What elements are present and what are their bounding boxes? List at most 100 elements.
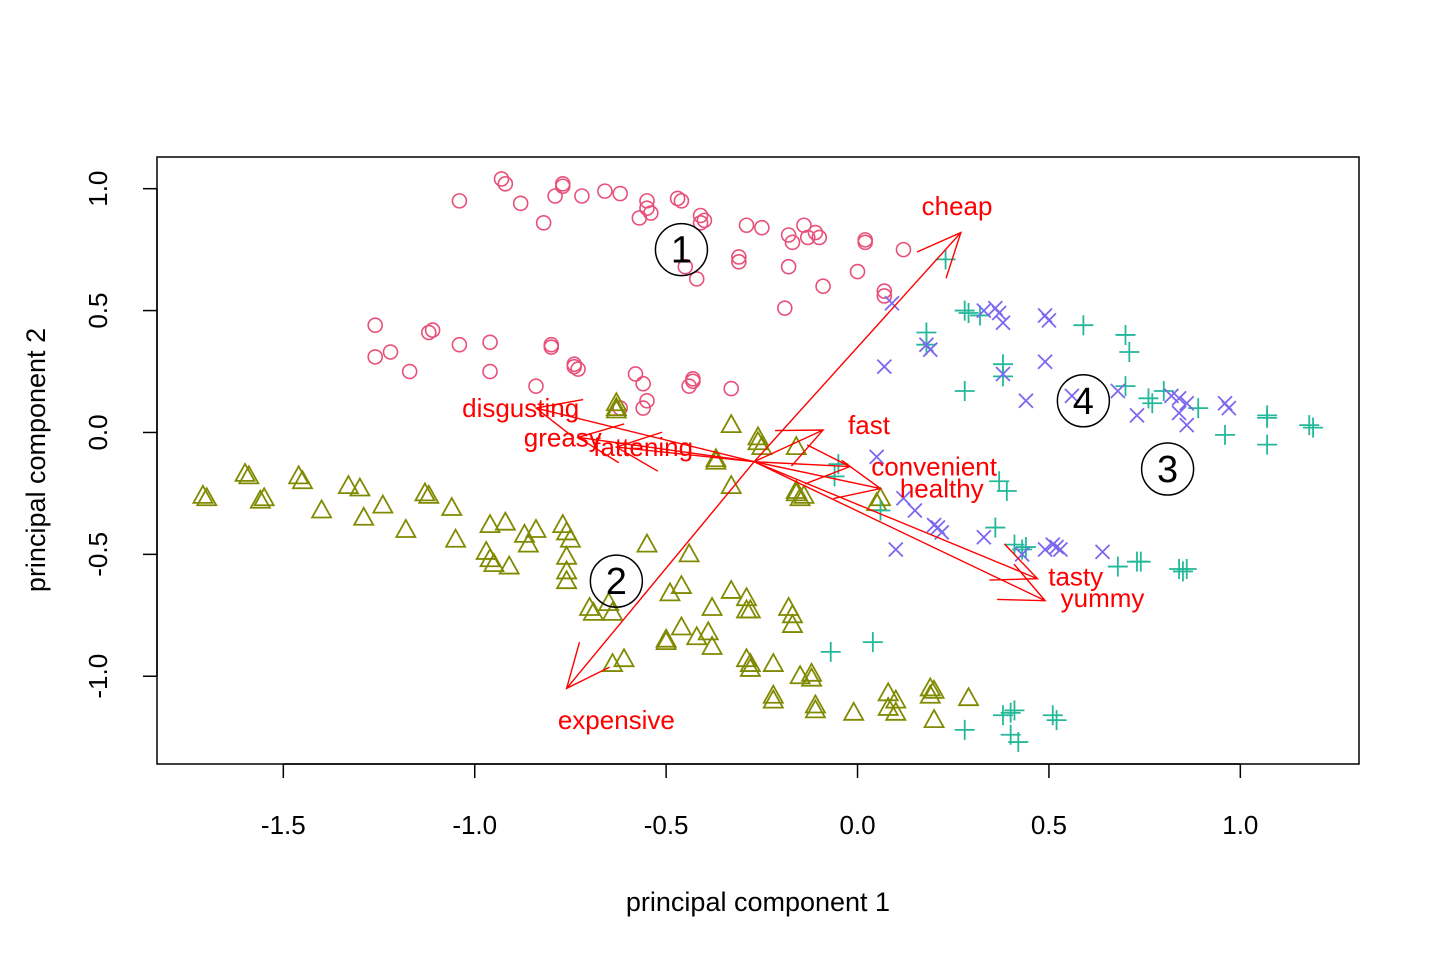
cross-point	[1037, 354, 1053, 370]
loading-arrow	[614, 431, 755, 472]
triangle-point	[884, 700, 907, 721]
loading-arrow	[753, 429, 825, 467]
plus-point	[954, 300, 975, 321]
cross-point	[1064, 388, 1080, 404]
plus-point	[1130, 551, 1151, 572]
circle-point	[895, 241, 912, 258]
arrow-label: expensive	[558, 705, 675, 735]
circle-point	[367, 349, 383, 365]
cross-point	[1179, 417, 1195, 433]
triangle-point	[804, 698, 827, 719]
triangle-point	[658, 581, 681, 602]
plus-point	[1138, 388, 1159, 409]
y-tick-label: 0.0	[83, 414, 113, 450]
triangle-point	[601, 601, 624, 621]
triangle-point	[762, 683, 785, 704]
cross-point	[976, 529, 992, 545]
circle-point	[493, 171, 510, 187]
y-tick-label: -1.0	[83, 654, 113, 699]
cluster-ring	[1056, 374, 1111, 428]
cross-point	[1018, 393, 1034, 409]
triangle-point	[498, 554, 521, 575]
circle-point	[612, 185, 628, 202]
x-tick-label: -1.5	[261, 810, 306, 840]
loading-arrow	[565, 461, 755, 690]
triangle-point	[237, 464, 260, 485]
circle-point	[780, 258, 797, 275]
triangle-point	[612, 647, 636, 668]
triangle-point	[781, 613, 804, 633]
plus-point	[1000, 702, 1021, 723]
triangle-point	[739, 598, 762, 619]
triangle-point	[746, 430, 770, 451]
cross-point	[1048, 539, 1065, 555]
triangle-point	[287, 464, 310, 485]
triangle-point	[670, 615, 693, 636]
circle-point	[451, 336, 468, 353]
loading-arrow	[753, 461, 1040, 581]
circle-point	[811, 229, 828, 246]
circle-point	[566, 358, 583, 375]
x-tick-label: -0.5	[644, 810, 689, 840]
cross-point	[884, 295, 900, 311]
plus-point	[862, 632, 883, 653]
plus-point	[1172, 561, 1193, 582]
plus-point	[954, 719, 975, 740]
cluster-label: 3	[1157, 449, 1178, 491]
cross-point	[922, 341, 938, 358]
cross-point	[995, 315, 1011, 331]
triangle-point	[655, 630, 678, 651]
circle-point	[597, 183, 613, 199]
triangle-point	[253, 486, 276, 507]
triangle-point	[555, 569, 578, 590]
cluster-ring	[1140, 442, 1195, 496]
cross-point	[1094, 544, 1111, 560]
circle-point	[849, 263, 866, 280]
triangle-point	[704, 449, 727, 470]
plus-point	[1046, 710, 1067, 731]
circle-point	[776, 300, 793, 316]
cross-point	[1052, 541, 1069, 558]
circle-point	[780, 227, 797, 243]
circle-point	[367, 317, 383, 334]
circle-point	[688, 271, 705, 287]
circle-point	[639, 200, 655, 216]
circle-point	[570, 361, 586, 377]
points-layer	[191, 171, 1324, 753]
circle-point	[635, 400, 651, 416]
y-tick-label: 0.5	[83, 293, 113, 329]
triangle-point	[800, 661, 823, 682]
triangle-point	[517, 532, 540, 553]
circle-point	[512, 195, 529, 212]
plus-point	[985, 517, 1006, 538]
circle-point	[382, 344, 399, 360]
triangle-point	[957, 686, 980, 707]
plus-point	[1257, 434, 1278, 455]
plus-point	[1153, 381, 1174, 402]
plus-point	[1215, 424, 1236, 445]
circle-point	[482, 363, 498, 380]
circle-point	[784, 234, 801, 251]
cross-point	[1110, 383, 1126, 399]
cluster-ring	[589, 554, 644, 608]
cluster-label: 4	[1073, 381, 1094, 423]
triangle-point	[234, 462, 257, 482]
circle-point	[815, 278, 831, 295]
circle-point	[543, 339, 560, 355]
plus-point	[824, 466, 845, 487]
cross-point	[995, 366, 1011, 382]
circle-point	[401, 363, 418, 380]
arrow-label: cheap	[922, 191, 993, 221]
triangle-point	[785, 435, 808, 455]
plus-point	[954, 381, 975, 402]
plus-point	[996, 480, 1017, 501]
axes-layer: -1.5 -1.0 -0.5 0.0 0.5 1.0 -1.0 -0.5 0.0 0.5 1.0	[83, 171, 1258, 840]
plus-point	[1107, 556, 1128, 577]
circle-point	[631, 210, 648, 226]
arrow-label: fast	[848, 410, 891, 440]
triangle-point	[371, 493, 394, 514]
cross-point	[1179, 395, 1195, 411]
triangle-point	[191, 484, 214, 504]
